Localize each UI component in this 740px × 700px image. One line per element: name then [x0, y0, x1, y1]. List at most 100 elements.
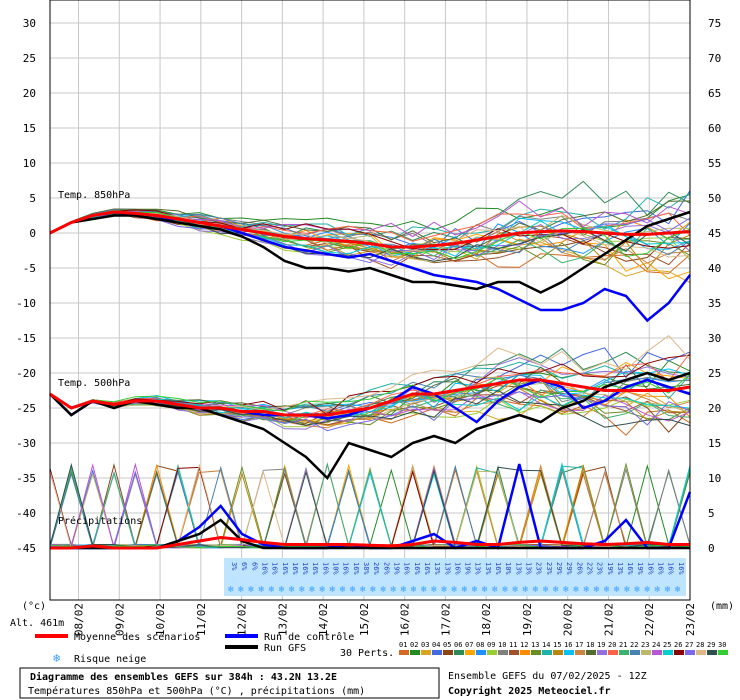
- right-tick-label: 0: [708, 542, 715, 555]
- snowflake-icon: ❄: [451, 585, 457, 595]
- perturbation-line: [49, 194, 691, 234]
- pert-id-label: 05: [443, 641, 451, 649]
- left-tick-label: 30: [23, 17, 36, 30]
- snowflake-icon: ❄: [583, 585, 589, 595]
- snow-risk-pct: 13%: [525, 562, 533, 575]
- snow-risk-pct: 26%: [575, 562, 583, 575]
- pert-color-swatch: [542, 650, 552, 655]
- pert-color-swatch: [443, 650, 453, 655]
- pert-color-swatch: [498, 650, 508, 655]
- snow-risk-pct: 6%: [240, 562, 248, 571]
- pert-id-label: 18: [586, 641, 594, 649]
- snowflake-icon: ❄: [431, 585, 437, 595]
- pert-color-swatch: [487, 650, 497, 655]
- snowflake-icon: ❄: [319, 585, 325, 595]
- pert-color-swatch: [586, 650, 596, 655]
- pert-color-swatch: [685, 650, 695, 655]
- snow-risk-pct: 23%: [545, 562, 553, 575]
- pert-color-swatch: [421, 650, 431, 655]
- pert-id-label: 24: [652, 641, 660, 649]
- snowflake-icon: ❄: [350, 585, 356, 595]
- left-tick-label: -15: [16, 332, 36, 345]
- snow-strip-bg: [224, 558, 686, 596]
- pert-id-label: 14: [542, 641, 550, 649]
- pert-id-label: 08: [476, 641, 484, 649]
- x-day-label: 10/02: [154, 603, 167, 636]
- pert-id-label: 15: [553, 641, 561, 649]
- snow-risk-pct: 10%: [332, 562, 340, 575]
- perturbation-legend: 01 02 03 04 05 06 07 08 09 10 11 12 13 14 15 16 17 18 19 20…: [399, 641, 728, 655]
- pert-id-label: 16: [564, 641, 572, 649]
- x-day-label: 15/02: [358, 603, 371, 636]
- snowflake-icon: ❄: [594, 585, 600, 595]
- snowflake-icon: ❄: [330, 585, 336, 595]
- series-t850-line: [49, 210, 691, 294]
- right-tick-label: 55: [708, 157, 721, 170]
- pert-color-swatch: [630, 650, 640, 655]
- snow-risk-pct: 13%: [443, 562, 451, 575]
- pert-id-label: 19: [597, 641, 605, 649]
- right-tick-label: 75: [708, 17, 721, 30]
- snowflake-icon: ❄: [53, 651, 60, 665]
- legend-control-label: Run de contrôle: [264, 631, 354, 643]
- snowflake-icon: ❄: [299, 585, 305, 595]
- snow-risk-pct: 16%: [657, 562, 665, 575]
- pert-id-label: 13: [531, 641, 539, 649]
- right-tick-label: 65: [708, 87, 721, 100]
- snowflake-icon: ❄: [492, 585, 498, 595]
- pert-id-label: 22: [630, 641, 638, 649]
- chart-title: Diagramme des ensembles GEFS sur 384h : …: [30, 671, 337, 683]
- snow-risk-pct: 26%: [382, 562, 390, 575]
- pert-color-swatch: [432, 650, 442, 655]
- snow-risk-pct: 16%: [646, 562, 654, 575]
- pert-id-label: 23: [641, 641, 649, 649]
- snow-risk-pct: 16%: [413, 562, 421, 575]
- right-tick-label: 70: [708, 52, 721, 65]
- snowflake-icon: ❄: [421, 585, 427, 595]
- snowflake-icon: ❄: [258, 585, 264, 595]
- perturbation-line: [49, 392, 691, 419]
- snowflake-icon: ❄: [624, 585, 630, 595]
- label-precip: Précipitations: [58, 515, 142, 527]
- snow-risk-pct: 16%: [321, 562, 329, 575]
- x-day-label: 18/02: [480, 603, 493, 636]
- plot-border: [49, 0, 691, 601]
- snow-risk-pct: 16%: [291, 562, 299, 575]
- perturbation-line: [49, 373, 691, 412]
- pert-id-label: 28: [696, 641, 704, 649]
- series-t500-line: [49, 378, 691, 417]
- x-day-label: 23/02: [684, 603, 697, 636]
- snow-risk-pct: 38%: [362, 562, 370, 575]
- snowflake-icon: ❄: [675, 585, 681, 595]
- pert-color-swatch: [718, 650, 728, 655]
- pert-color-swatch: [410, 650, 420, 655]
- altitude-label: Alt. 461m: [10, 618, 64, 629]
- x-day-label: 16/02: [399, 603, 412, 636]
- right-tick-label: 30: [708, 332, 721, 345]
- pert-color-swatch: [553, 650, 563, 655]
- snow-risk-pct: 16%: [626, 562, 634, 575]
- snow-risk-pct: 16%: [281, 562, 289, 575]
- snowflake-icon: ❄: [411, 585, 417, 595]
- right-tick-label: 5: [708, 507, 715, 520]
- snowflake-icon: ❄: [441, 585, 447, 595]
- snow-risk-pct: 16%: [311, 562, 319, 575]
- snowflake-icon: ❄: [279, 585, 285, 595]
- pert-id-label: 01: [399, 641, 407, 649]
- left-tick-label: -5: [23, 262, 36, 275]
- right-unit: (mm): [710, 601, 734, 612]
- right-tick-label: 35: [708, 297, 721, 310]
- pert-color-swatch: [564, 650, 574, 655]
- snowflake-icon: ❄: [289, 585, 295, 595]
- snow-risk-pct: 19%: [606, 562, 614, 575]
- pert-id-label: 04: [432, 641, 440, 649]
- snow-risk-pct: 16%: [342, 562, 350, 575]
- left-tick-label: 10: [23, 157, 36, 170]
- right-tick-label: 60: [708, 122, 721, 135]
- snow-risk-pct: 16%: [260, 562, 268, 575]
- snow-risk-pct: 16%: [677, 562, 685, 575]
- left-tick-label: 5: [29, 192, 36, 205]
- perturbation-line: [49, 352, 691, 419]
- pert-id-label: 07: [465, 641, 473, 649]
